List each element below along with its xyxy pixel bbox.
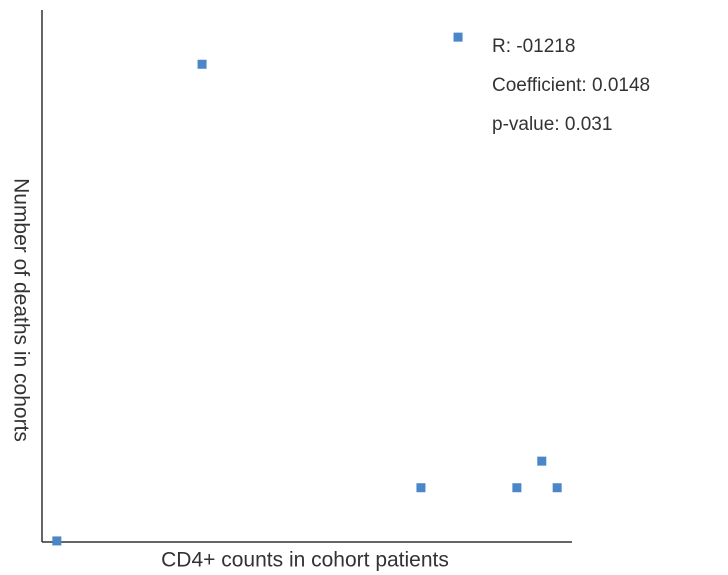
- x-axis-label: CD4+ counts in cohort patients: [161, 549, 449, 572]
- point: [537, 456, 547, 466]
- y-axis-label: Number of deaths in cohorts: [9, 178, 32, 442]
- point: [52, 536, 62, 546]
- point: [552, 483, 562, 493]
- annotation: Coefficient: 0.0148: [492, 75, 650, 96]
- annotation: R: -01218: [492, 36, 575, 57]
- point: [512, 483, 522, 493]
- point: [453, 32, 463, 42]
- point: [197, 59, 207, 69]
- point: [416, 483, 426, 493]
- annotation: p-value: 0.031: [492, 114, 612, 135]
